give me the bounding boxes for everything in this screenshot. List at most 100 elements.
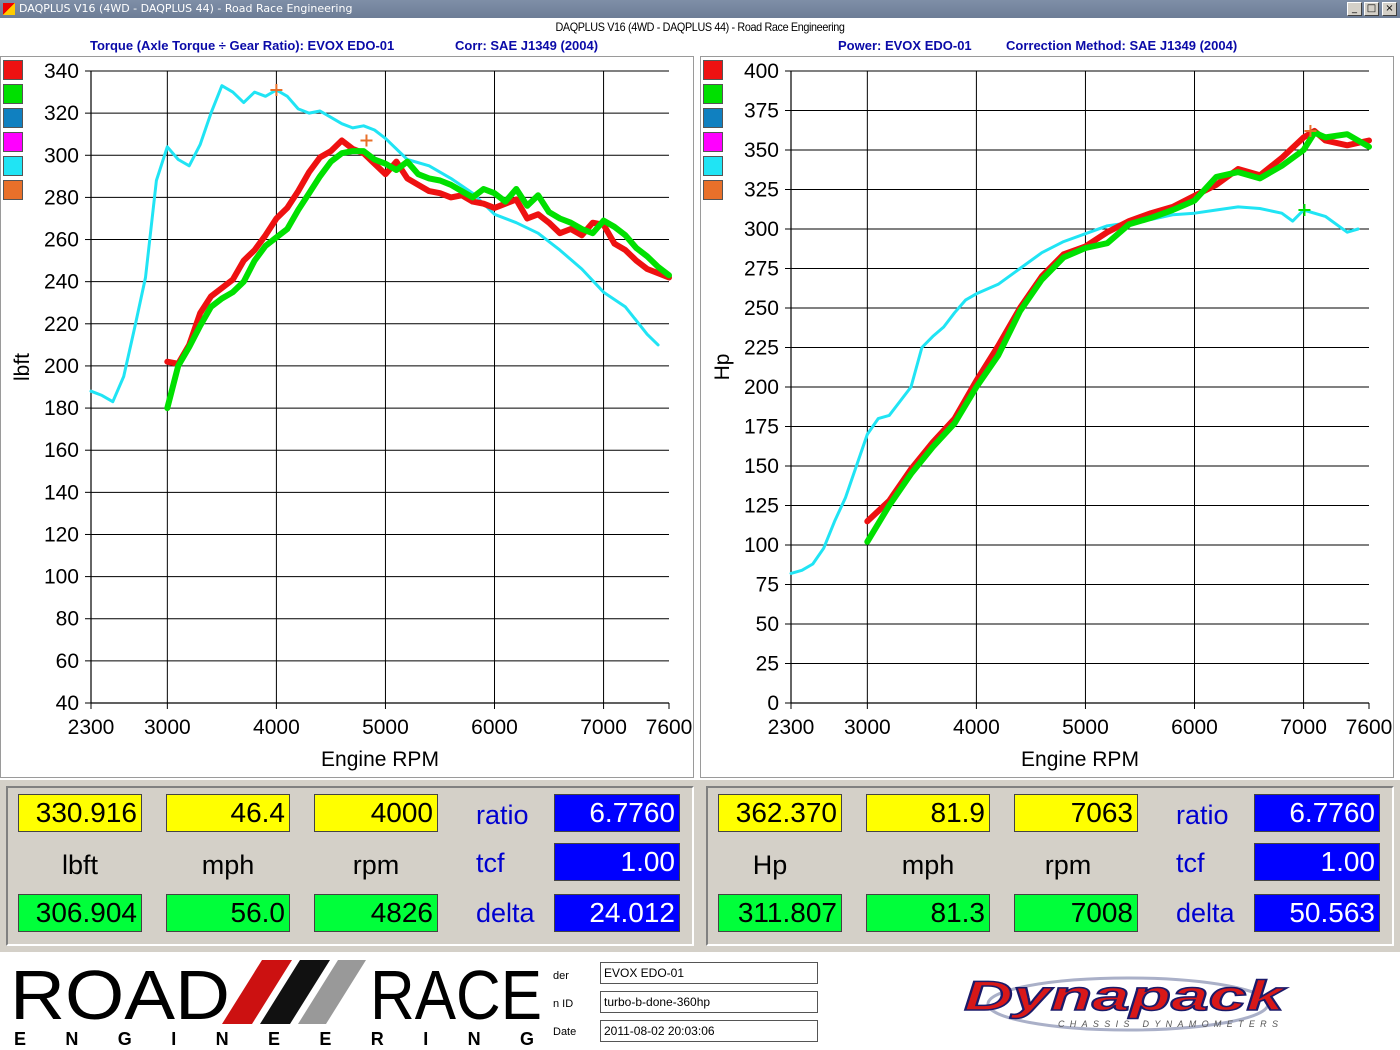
y-tick-label: 75 bbox=[756, 574, 779, 597]
delta-label: delta bbox=[1176, 898, 1235, 928]
value-lbft-bottom: 306.904 bbox=[18, 894, 142, 932]
power-chart-panel[interactable]: 0 25 50 75 100 125 150 175 200 225 250 275 300 325 350… bbox=[700, 56, 1394, 778]
logo-stripe bbox=[298, 960, 366, 1024]
x-tick-label: 2300 bbox=[68, 716, 115, 739]
y-tick-label: 100 bbox=[744, 534, 779, 557]
y-tick-label: 100 bbox=[44, 566, 79, 589]
y-tick-label: 220 bbox=[44, 313, 79, 336]
legend-swatch-blue[interactable] bbox=[3, 108, 23, 128]
legend-swatch-cyan[interactable] bbox=[3, 156, 23, 176]
logo-dynapack-sub: CHASSIS DYNAMOMETERS bbox=[1058, 1019, 1278, 1029]
y-tick-label: 325 bbox=[744, 179, 779, 202]
value-rpm-bottom: 7008 bbox=[1014, 894, 1138, 932]
unit-mph: mph bbox=[201, 850, 255, 880]
value-rpm-top: 7063 bbox=[1014, 794, 1138, 832]
readout-area: 330.916 46.4 4000 lbft mph rpm 306.904 5… bbox=[0, 780, 1400, 952]
info-label-run-id: n ID bbox=[553, 998, 574, 1010]
y-tick-label: 300 bbox=[744, 218, 779, 241]
value-mph-top: 46.4 bbox=[166, 794, 290, 832]
maximize-button[interactable]: □ bbox=[1364, 2, 1379, 16]
minimize-button[interactable]: _ bbox=[1347, 2, 1362, 16]
x-tick-label: 5000 bbox=[1062, 716, 1109, 739]
ratio-value: 6.7760 bbox=[554, 794, 680, 832]
x-tick-label: 7000 bbox=[580, 716, 627, 739]
info-label-builder: der bbox=[553, 970, 569, 982]
readout-left-panel: 330.916 46.4 4000 lbft mph rpm 306.904 5… bbox=[6, 786, 694, 946]
value-rpm-bottom: 4826 bbox=[314, 894, 438, 932]
x-tick-label: 4000 bbox=[253, 716, 300, 739]
legend-swatch-orange[interactable] bbox=[3, 180, 23, 200]
value-hp-top: 362.370 bbox=[718, 794, 842, 832]
power-correction: Correction Method: SAE J1349 (2004) bbox=[1006, 38, 1238, 53]
y-tick-label: 200 bbox=[744, 376, 779, 399]
run-id-field[interactable]: turbo-b-done-360hp bbox=[600, 991, 818, 1013]
legend-swatch-red[interactable] bbox=[3, 60, 23, 80]
x-axis-label: Engine RPM bbox=[321, 748, 439, 771]
y-tick-label: 300 bbox=[44, 144, 79, 167]
close-button[interactable]: × bbox=[1382, 2, 1397, 16]
unit-rpm: rpm bbox=[1044, 850, 1092, 880]
title-bar: DAQPLUS V16 (4WD - DAQPLUS 44) - Road Ra… bbox=[0, 0, 1400, 18]
road-race-logo: ROAD RACE E N G I N E E R I N G bbox=[10, 956, 542, 1049]
tcf-value: 1.00 bbox=[554, 843, 680, 881]
y-tick-label: 150 bbox=[744, 455, 779, 478]
app-icon bbox=[3, 3, 15, 15]
y-tick-label: 320 bbox=[44, 102, 79, 125]
y-tick-label: 120 bbox=[44, 523, 79, 546]
legend-swatches[interactable] bbox=[703, 60, 723, 204]
date-field[interactable]: 2011-08-02 20:03:06 bbox=[600, 1020, 818, 1042]
tcf-value: 1.00 bbox=[1254, 843, 1380, 881]
value-mph-top: 81.9 bbox=[866, 794, 990, 832]
y-axis-label: lbft bbox=[11, 353, 34, 381]
logo-road-text: ROAD bbox=[10, 956, 230, 1034]
peak-marker bbox=[360, 134, 373, 147]
unit-hp: Hp bbox=[752, 850, 788, 880]
x-tick-label: 2300 bbox=[768, 716, 815, 739]
legend-swatch-red[interactable] bbox=[703, 60, 723, 80]
series-line-green bbox=[164, 148, 672, 412]
legend-swatch-magenta[interactable] bbox=[703, 132, 723, 152]
torque-chart-panel[interactable]: 40 60 80 100 120 140 160 180 200 220 240 260 280 300 3… bbox=[0, 56, 694, 778]
torque-title: Torque (Axle Torque ÷ Gear Ratio): EVOX … bbox=[90, 38, 395, 53]
torque-chart: 40 60 80 100 120 140 160 180 200 220 240 260 280 300 3… bbox=[11, 60, 692, 771]
value-hp-bottom: 311.807 bbox=[718, 894, 842, 932]
x-axis-label: Engine RPM bbox=[1021, 748, 1139, 771]
x-tick-label: 4000 bbox=[953, 716, 1000, 739]
legend-swatch-green[interactable] bbox=[703, 84, 723, 104]
dynapack-logo: Dynapack CHASSIS DYNAMOMETERS bbox=[963, 971, 1289, 1032]
y-tick-label: 160 bbox=[44, 439, 79, 462]
y-tick-label: 125 bbox=[744, 495, 779, 518]
builder-field[interactable]: EVOX EDO-01 bbox=[600, 962, 818, 984]
legend-swatch-cyan[interactable] bbox=[703, 156, 723, 176]
y-tick-label: 0 bbox=[767, 692, 779, 715]
legend-swatch-magenta[interactable] bbox=[3, 132, 23, 152]
x-tick-label: 5000 bbox=[362, 716, 409, 739]
y-tick-label: 175 bbox=[744, 416, 779, 439]
logo-stripe bbox=[260, 960, 330, 1024]
y-tick-label: 240 bbox=[44, 271, 79, 294]
series-line-green bbox=[864, 129, 1372, 545]
y-tick-label: 275 bbox=[744, 258, 779, 281]
y-tick-label: 50 bbox=[756, 613, 779, 636]
legend-swatches[interactable] bbox=[3, 60, 23, 204]
value-rpm-top: 4000 bbox=[314, 794, 438, 832]
tcf-label: tcf bbox=[476, 848, 505, 878]
value-mph-bottom: 56.0 bbox=[166, 894, 290, 932]
y-tick-label: 80 bbox=[56, 608, 79, 631]
y-tick-label: 250 bbox=[744, 297, 779, 320]
value-lbft-top: 330.916 bbox=[18, 794, 142, 832]
window-title: DAQPLUS V16 (4WD - DAQPLUS 44) - Road Ra… bbox=[19, 2, 353, 15]
legend-swatch-orange[interactable] bbox=[703, 180, 723, 200]
y-tick-label: 60 bbox=[56, 650, 79, 673]
y-tick-label: 375 bbox=[744, 100, 779, 123]
legend-swatch-green[interactable] bbox=[3, 84, 23, 104]
power-chart: 0 25 50 75 100 125 150 175 200 225 250 275 300 325 350… bbox=[711, 60, 1393, 771]
x-tick-label: 3000 bbox=[844, 716, 891, 739]
footer: ROAD RACE E N G I N E E R I N G der n ID… bbox=[0, 952, 1400, 1050]
value-mph-bottom: 81.3 bbox=[866, 894, 990, 932]
peak-marker bbox=[1298, 204, 1311, 217]
y-tick-label: 340 bbox=[44, 60, 79, 83]
x-tick-label: 7600 bbox=[1346, 716, 1393, 739]
y-tick-label: 180 bbox=[44, 397, 79, 420]
legend-swatch-blue[interactable] bbox=[703, 108, 723, 128]
